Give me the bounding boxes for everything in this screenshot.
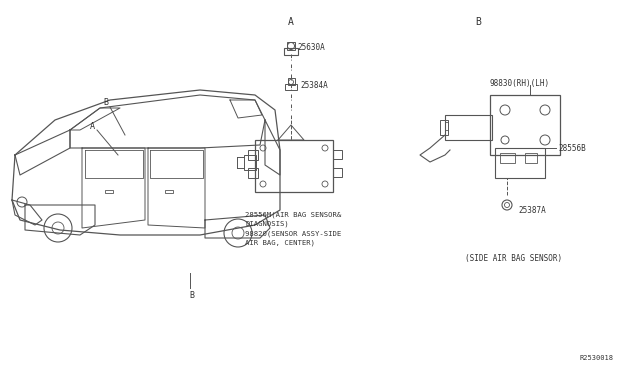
Text: 98820(SENSOR ASSY-SIDE: 98820(SENSOR ASSY-SIDE — [245, 231, 341, 237]
Text: 25387A: 25387A — [518, 205, 546, 215]
Text: 25384A: 25384A — [300, 80, 328, 90]
Text: R2530018: R2530018 — [580, 355, 614, 361]
Text: A: A — [90, 122, 95, 131]
Text: B: B — [189, 291, 195, 299]
Text: 28556M(AIR BAG SENSOR&: 28556M(AIR BAG SENSOR& — [245, 212, 341, 218]
Bar — [495, 148, 545, 178]
Text: (SIDE AIR BAG SENSOR): (SIDE AIR BAG SENSOR) — [465, 253, 562, 263]
Bar — [284, 48, 298, 55]
Bar — [333, 168, 342, 177]
Bar — [285, 84, 297, 90]
Bar — [525, 153, 537, 163]
Bar — [248, 168, 258, 178]
Text: DIAGNOSIS): DIAGNOSIS) — [245, 221, 289, 227]
Bar — [287, 42, 295, 50]
Bar — [255, 140, 333, 192]
Bar — [333, 150, 342, 159]
Text: 98830(RH)(LH): 98830(RH)(LH) — [490, 78, 550, 87]
Bar — [244, 155, 256, 170]
Bar — [248, 150, 258, 160]
Bar — [445, 115, 492, 140]
Bar — [288, 78, 295, 85]
Text: 25630A: 25630A — [297, 42, 324, 51]
Bar — [490, 95, 560, 155]
Bar — [440, 120, 448, 135]
Bar — [105, 190, 113, 193]
Text: B: B — [475, 17, 481, 27]
Bar — [165, 190, 173, 193]
Text: 28556B: 28556B — [558, 144, 586, 153]
Text: AIR BAG, CENTER): AIR BAG, CENTER) — [245, 240, 315, 246]
Bar — [500, 153, 515, 163]
Text: B: B — [104, 97, 109, 106]
Text: A: A — [288, 17, 294, 27]
